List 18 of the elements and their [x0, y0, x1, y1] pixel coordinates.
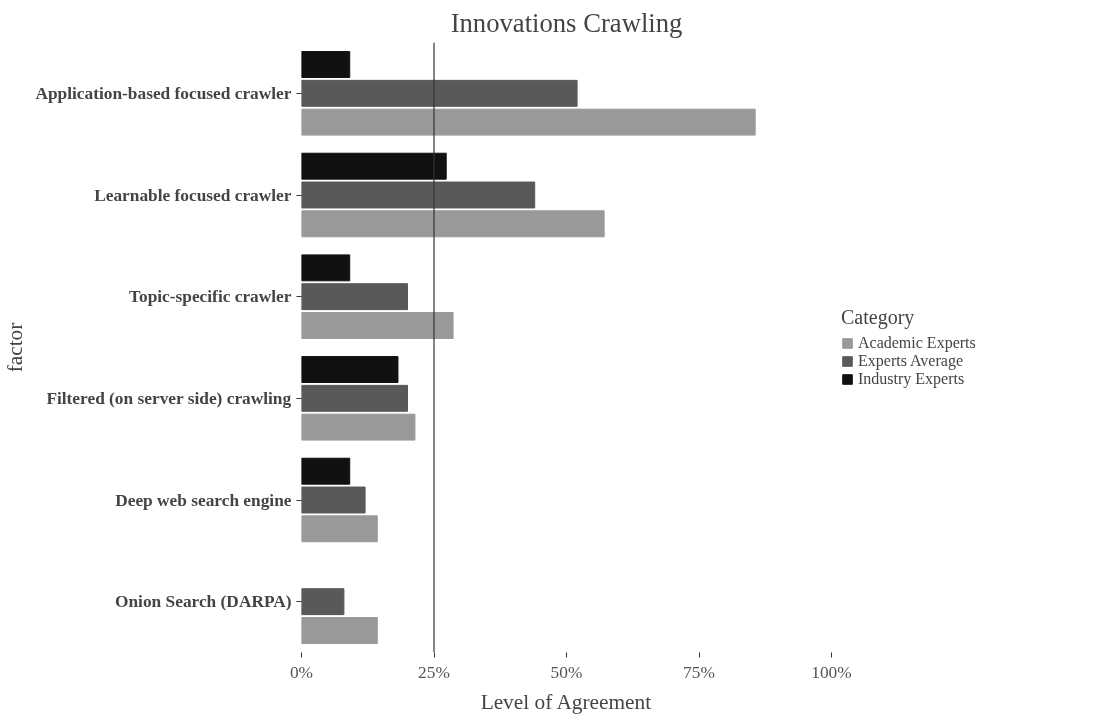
y-axis-title: factor: [3, 322, 28, 373]
chart-title: Innovations Crawling: [450, 7, 683, 38]
legend-title: Category: [841, 306, 916, 329]
x-tick-label: 100%: [811, 662, 852, 682]
x-tick-label: 50%: [550, 662, 583, 682]
y-tick-label: Learnable focused crawler: [94, 185, 292, 205]
legend-label: Industry Experts: [858, 370, 965, 388]
y-tick-label: Application-based focused crawler: [35, 83, 292, 103]
x-tick-label: 25%: [418, 662, 450, 682]
legend-label: Academic Experts: [858, 334, 976, 352]
y-tick-label: Filtered (on server side) crawling: [46, 388, 292, 408]
legend-label: Experts Average: [858, 352, 963, 370]
y-tick-label: Onion Search (DARPA): [115, 592, 292, 612]
y-tick-label: Topic-specific crawler: [129, 287, 292, 307]
x-tick-label: 75%: [683, 662, 715, 682]
x-tick-label: 0%: [289, 662, 314, 682]
y-tick-label: Deep web search engine: [115, 490, 292, 510]
x-axis-title: Level of Agreement: [480, 689, 652, 714]
